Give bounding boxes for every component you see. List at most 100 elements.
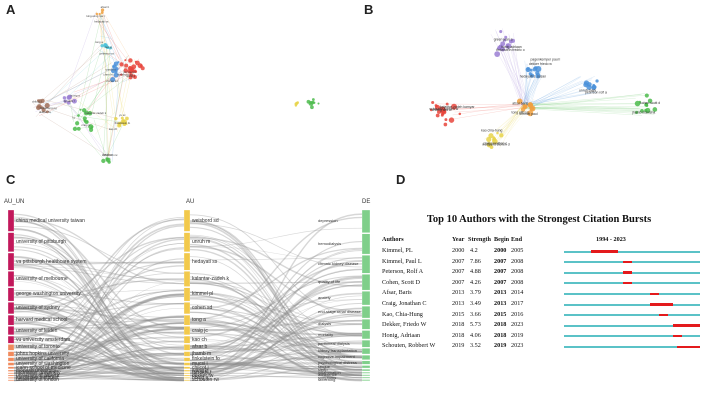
network-node xyxy=(499,133,504,138)
burst-end: 2023 xyxy=(511,321,524,329)
sankey-flow xyxy=(13,246,185,350)
sankey-flow xyxy=(189,315,363,372)
burst-begin: 2000 xyxy=(494,247,507,254)
sankey-flow xyxy=(189,332,363,377)
sankey-node-left xyxy=(7,271,15,287)
network-node xyxy=(76,126,81,131)
sankey-node-right xyxy=(361,369,371,372)
network-link xyxy=(448,107,524,120)
sankey-flow xyxy=(189,328,363,336)
network-node xyxy=(131,64,137,70)
node-label: chen ht xyxy=(103,72,112,76)
node-label: dekker fw xyxy=(39,110,52,114)
sankey-flow xyxy=(13,357,185,378)
sankey-flow xyxy=(13,296,185,364)
sankey-flow xyxy=(189,304,363,370)
network-node xyxy=(505,44,510,48)
burst-author: Schouten, Robbert W xyxy=(382,342,436,350)
node-label: kalantar-zadeh k xyxy=(85,111,106,115)
burst-year: 2000 xyxy=(452,247,465,254)
network-node xyxy=(79,108,82,111)
network-node xyxy=(89,127,94,132)
sankey-flow xyxy=(189,216,363,321)
sankey-flow xyxy=(13,347,185,379)
sankey-flow xyxy=(13,243,185,340)
network-link xyxy=(49,53,113,115)
sankey-flow xyxy=(13,228,185,378)
network-link xyxy=(102,15,105,39)
institution-label: university of california xyxy=(16,356,65,363)
burst-bar xyxy=(672,335,682,338)
sankey-flow xyxy=(189,362,363,373)
sankey-node-left xyxy=(7,335,15,344)
institution-label: icahn school of medicine xyxy=(16,364,71,371)
sankey-flow xyxy=(13,306,185,323)
sankey-flow xyxy=(189,250,363,361)
sankey-node-left xyxy=(7,377,15,379)
burst-strength: 4.06 xyxy=(470,331,481,339)
sankey-flow xyxy=(189,344,363,364)
network-link xyxy=(67,73,124,98)
keyword-label: hemodialysis xyxy=(318,240,342,246)
sankey-node-mid xyxy=(183,209,191,232)
burst-row: Peterson, Rolf A 2007 4.88 2007 2008 xyxy=(374,267,704,278)
network-node xyxy=(119,62,124,67)
network-node xyxy=(437,109,442,114)
sankey-flow xyxy=(13,377,185,381)
network-node xyxy=(72,126,78,132)
sankey-node-left xyxy=(7,326,15,336)
burst-author: Kimmel, PL xyxy=(382,247,413,254)
node-label: jhamb manisha xyxy=(631,111,655,115)
network-link xyxy=(100,10,118,132)
network-link xyxy=(512,48,523,107)
sankey-flow xyxy=(189,347,363,364)
sankey-flow xyxy=(189,295,363,374)
keyword-label: symptoms xyxy=(318,374,337,380)
author-label: tong a xyxy=(192,317,206,324)
sankey-node-mid xyxy=(183,372,191,374)
network-node xyxy=(527,102,534,108)
sankey-flow xyxy=(189,332,363,351)
sankey-flow xyxy=(189,338,363,376)
institution-label: university of sydney xyxy=(16,305,60,312)
network-link xyxy=(73,115,121,123)
network-node xyxy=(534,66,538,70)
sankey-flow xyxy=(13,267,185,285)
sankey-flow xyxy=(189,248,363,364)
sankey-node-mid xyxy=(183,377,191,379)
sankey-flow xyxy=(189,223,363,268)
network-node xyxy=(98,12,101,16)
burst-table-title: Top 10 Authors with the Strongest Citati… xyxy=(426,214,652,225)
sankey-flow xyxy=(189,248,363,377)
network-link xyxy=(498,103,525,139)
keyword-label: screening xyxy=(318,377,336,383)
network-node xyxy=(123,68,128,73)
burst-year: 2007 xyxy=(452,268,465,276)
sankey-flow xyxy=(189,282,363,335)
node-label: farrokhi f xyxy=(64,99,75,103)
header-end: End xyxy=(511,236,523,243)
network-link xyxy=(528,77,581,109)
node-label: tong allison xyxy=(512,111,529,115)
header-begin: Begin xyxy=(494,236,510,243)
network-link xyxy=(525,75,543,107)
sankey-flow xyxy=(13,318,185,331)
sankey-flow xyxy=(13,326,185,330)
network-link xyxy=(498,107,529,133)
sankey-panel-c xyxy=(7,209,371,382)
burst-author: Kao, Chia-Hung xyxy=(382,310,423,318)
node-label: cohen scott d xyxy=(640,101,660,105)
author-label: kimmel pl xyxy=(192,291,214,298)
sankey-flow xyxy=(13,258,185,379)
node-label: kimmel paul xyxy=(519,112,537,116)
sankey-flow xyxy=(13,370,185,381)
node-label: craig jc xyxy=(81,123,90,127)
network-node xyxy=(103,42,108,47)
sankey-flow xyxy=(13,358,185,376)
network-node xyxy=(443,122,448,127)
burst-begin: 2019 xyxy=(494,342,507,350)
sankey-node-right xyxy=(361,209,371,233)
burst-timeline xyxy=(564,345,700,348)
sankey-flow xyxy=(189,291,363,336)
sankey-flow xyxy=(189,308,363,334)
